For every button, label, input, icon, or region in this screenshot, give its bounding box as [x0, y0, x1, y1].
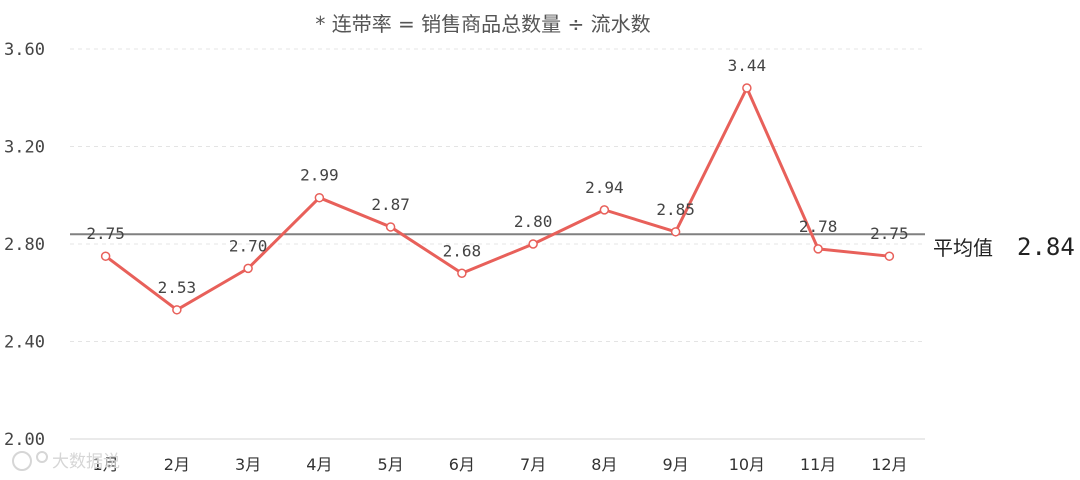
data-label: 2.85 [656, 200, 695, 219]
x-tick-label: 8月 [591, 455, 617, 474]
y-tick-label: 3.20 [4, 138, 45, 158]
data-point [528, 239, 538, 249]
x-tick-label: 5月 [378, 455, 404, 474]
y-tick-label: 2.40 [4, 333, 45, 353]
logo-icon [12, 451, 48, 471]
data-label: 2.78 [799, 217, 838, 236]
data-point [172, 305, 182, 315]
data-labels: 2.75 2.53 2.70 2.99 2.87 2.68 2.80 2.94 2.85 3.44… [86, 56, 908, 297]
y-tick-label: 2.80 [4, 235, 45, 255]
x-tick-label: 12月 [871, 455, 907, 474]
data-point [100, 251, 111, 261]
x-axis-ticks: 1月 2月 3月 4月 5月 6月 7月 8月 9月 10月 11月 12月 [93, 455, 908, 474]
data-point [457, 268, 467, 278]
data-label: 3.44 [728, 56, 767, 75]
x-tick-label: 6月 [449, 455, 475, 474]
data-point [884, 251, 895, 261]
average-value: 2.84 [1017, 233, 1075, 261]
data-label: 2.53 [158, 278, 197, 297]
x-tick-label: 2月 [164, 455, 190, 474]
data-label: 2.68 [443, 241, 482, 260]
data-label: 2.99 [300, 166, 339, 185]
gridlines [70, 48, 925, 440]
data-point [813, 244, 823, 254]
x-tick-label: 1月 [93, 455, 119, 474]
data-label: 2.75 [870, 224, 909, 243]
data-point [314, 192, 325, 203]
x-tick-label: 9月 [663, 455, 689, 474]
data-point [670, 227, 681, 237]
data-point [243, 263, 253, 274]
data-label: 2.80 [514, 212, 553, 231]
data-points [100, 83, 895, 315]
x-tick-label: 3月 [235, 455, 261, 474]
y-tick-label: 2.00 [4, 430, 45, 450]
x-tick-label: 10月 [729, 455, 765, 474]
watermark-text: 大数据说 [52, 452, 120, 472]
data-label: 2.70 [229, 236, 268, 255]
watermark: 大数据说 [12, 451, 120, 472]
data-label: 2.94 [585, 178, 624, 197]
data-label: 2.87 [371, 195, 410, 214]
y-tick-label: 3.60 [4, 40, 45, 60]
x-tick-label: 4月 [306, 455, 332, 474]
data-label: 2.75 [86, 224, 125, 243]
data-point [385, 222, 396, 232]
chart-title: * 连带率 = 销售商品总数量 ÷ 流水数 [315, 12, 650, 36]
y-axis-ticks: 2.00 2.40 2.80 3.20 3.60 [4, 40, 45, 450]
data-point [599, 205, 610, 215]
series-line [104, 86, 890, 312]
data-point [742, 83, 752, 93]
average-label: 平均值 [933, 236, 993, 260]
x-tick-label: 11月 [800, 455, 836, 474]
x-tick-label: 7月 [520, 455, 546, 474]
